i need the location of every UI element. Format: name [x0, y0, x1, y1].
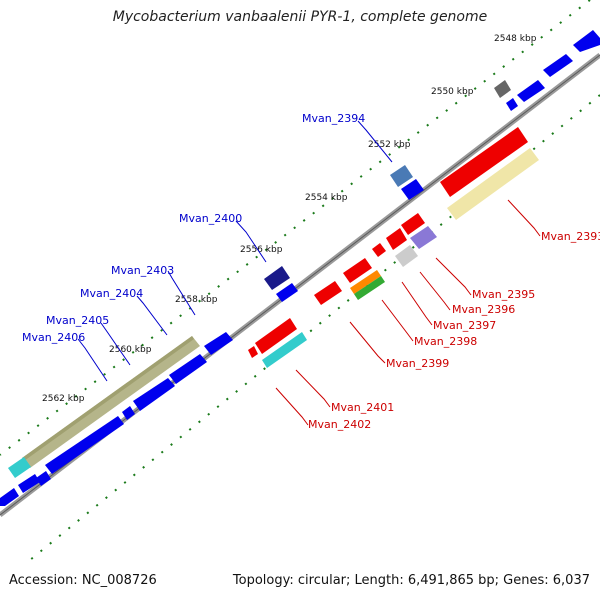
cds-reverse: [401, 213, 425, 235]
gene-label: Mvan_2399: [386, 357, 449, 370]
leader-line: [381, 299, 414, 342]
cds-reverse-cyan: [262, 332, 307, 368]
cds-reverse-green: [354, 276, 385, 300]
kbp-tick-label: 2558 kbp: [175, 295, 218, 305]
kbp-tick-label: 2548 kbp: [494, 34, 537, 44]
cds-reverse: [372, 243, 386, 257]
cds-reverse: [386, 228, 407, 250]
cds-forward: [36, 471, 51, 486]
gene-label: Mvan_2400: [179, 212, 242, 225]
kbp-tick-label: 2560 kbp: [109, 345, 152, 355]
leader-line: [435, 257, 472, 296]
cds-forward: [517, 80, 545, 102]
cds-forward: [0, 488, 19, 506]
inner-dotted-ring: [29, 94, 600, 561]
kbp-tick-label: 2562 kbp: [42, 394, 85, 404]
leader-line: [100, 322, 131, 366]
leader-line: [136, 295, 168, 336]
accession-text: Accession: NC_008726: [9, 573, 157, 588]
kbp-tick-label: 2556 kbp: [240, 245, 283, 255]
cds-forward-cyan: [8, 457, 31, 478]
gene-label: Mvan_2396: [452, 303, 515, 316]
leader-line: [507, 199, 541, 237]
gene-label: Mvan_2404: [80, 287, 143, 300]
cds-reverse-pale: [447, 148, 539, 220]
cds-forward: [573, 30, 600, 52]
leader-line: [77, 338, 108, 382]
leader-line: [167, 270, 196, 316]
cds-forward: [133, 378, 175, 411]
leader-line: [419, 271, 451, 311]
cds-forward: [264, 266, 290, 290]
cds-forward: [390, 165, 413, 187]
kbp-tick-label: 2550 kbp: [431, 87, 474, 97]
gene-label: Mvan_2398: [414, 335, 477, 348]
cds-forward: [45, 416, 124, 474]
cds-reverse: [440, 127, 528, 197]
cds-forward: [506, 98, 518, 111]
cds-reverse-grey: [395, 245, 418, 267]
gene-label: Mvan_2405: [46, 314, 109, 327]
gene-label: Mvan_2402: [308, 418, 371, 431]
cds-reverse: [255, 318, 297, 354]
cds-reverse: [248, 346, 258, 358]
gene-label: Mvan_2403: [111, 264, 174, 277]
cds-forward: [543, 54, 573, 77]
cds-forward: [18, 474, 40, 493]
gene-label: Mvan_2395: [472, 288, 535, 301]
cds-forward: [276, 283, 298, 302]
cds-forward: [401, 179, 424, 200]
cds-forward: [494, 80, 511, 98]
gene-label: Mvan_2401: [331, 401, 394, 414]
leader-line: [275, 387, 309, 426]
kbp-tick-label: 2552 kbp: [368, 140, 411, 150]
cds-forward: [122, 406, 135, 420]
cds-reverse: [343, 258, 372, 283]
gene-label: Mvan_2394: [302, 112, 365, 125]
gene-label: Mvan_2393: [541, 230, 600, 243]
kbp-tick-label: 2554 kbp: [305, 193, 348, 203]
genome-summary-text: Topology: circular; Length: 6,491,865 bp…: [232, 573, 590, 588]
outer-dotted-ring: [0, 0, 591, 456]
cds-reverse-orange: [350, 270, 381, 294]
cds-reverse-purple: [410, 226, 437, 249]
cds-forward-large: [22, 336, 194, 461]
cds-forward: [204, 332, 233, 355]
leader-line: [235, 220, 267, 263]
cds-forward: [169, 354, 207, 384]
gene-label: Mvan_2406: [22, 331, 85, 344]
gene-label: Mvan_2397: [433, 319, 496, 332]
genome-title: Mycobacterium vanbaalenii PYR-1, complet…: [112, 9, 488, 25]
leader-line: [349, 321, 386, 364]
leader-line: [295, 369, 331, 408]
cds-reverse: [314, 281, 342, 305]
cds-forward-large: [22, 336, 200, 468]
leader-line: [401, 281, 433, 326]
leader-line: [357, 120, 393, 163]
